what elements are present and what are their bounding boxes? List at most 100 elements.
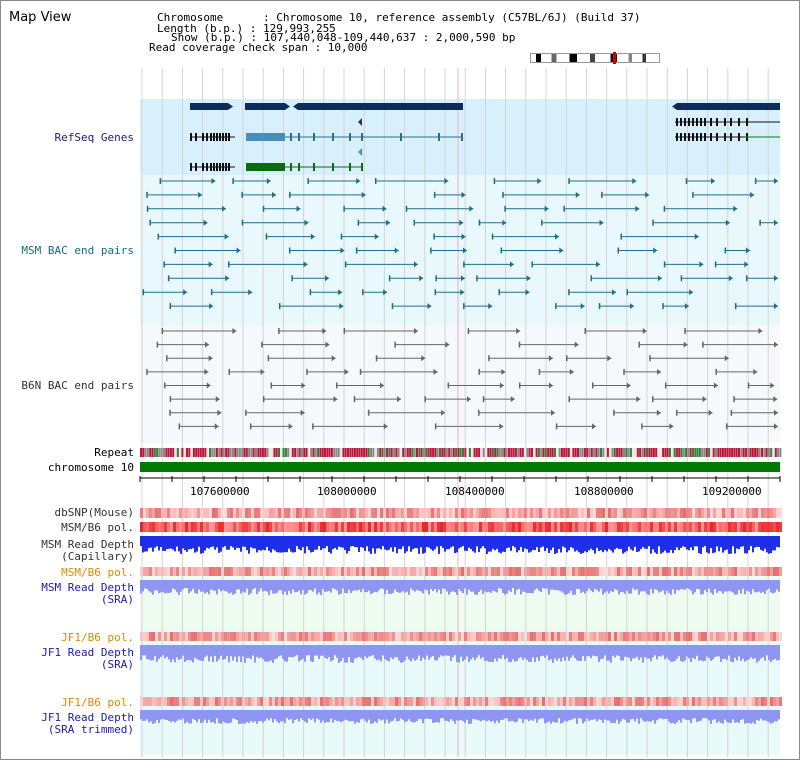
track-label-msm-pol-sra[interactable]: MSM/B6 pol. — [61, 566, 134, 579]
read-depth-bar — [228, 710, 230, 724]
pol-heat-cell — [626, 697, 629, 706]
bac-end-arrow — [325, 341, 330, 348]
pol-heat-cell — [425, 508, 428, 518]
track-label-dbsnp[interactable]: dbSNP(Mouse) — [54, 506, 134, 519]
exon — [210, 133, 212, 141]
pol-heat-cell — [488, 508, 491, 518]
pol-heat-cell — [485, 632, 488, 641]
read-depth-bar — [152, 536, 154, 552]
pol-heat-cell — [656, 697, 659, 706]
bac-end — [142, 289, 145, 296]
bac-end — [652, 219, 654, 226]
pol-heat-cell — [500, 632, 503, 641]
track-label-jf1-pol-1[interactable]: JF1/B6 pol. — [61, 631, 134, 644]
track-label-msm-bac[interactable]: MSM BAC end pairs — [21, 244, 134, 257]
pol-heat-cell — [554, 697, 557, 706]
pol-heat-cell — [353, 522, 356, 532]
read-depth-bar — [304, 710, 306, 722]
exon — [222, 133, 224, 141]
pol-heat-cell — [389, 697, 392, 706]
pol-heat-cell — [371, 632, 374, 641]
read-depth-bar — [342, 710, 344, 722]
pol-heat-cell — [698, 508, 701, 518]
bac-end — [413, 219, 416, 226]
read-depth-bar — [430, 645, 432, 658]
track-label-jf1-pol-2[interactable]: JF1/B6 pol. — [61, 696, 134, 709]
track-label-msm-pol[interactable]: MSM/B6 pol. — [61, 521, 134, 534]
read-depth-bar — [148, 710, 150, 723]
pol-heat-cell — [149, 508, 152, 518]
read-depth-bar — [190, 645, 192, 661]
track-label-b6n-bac[interactable]: B6N BAC end pairs — [21, 379, 134, 392]
repeat-mark — [740, 448, 743, 457]
pol-heat-cell — [551, 522, 554, 532]
repeat-mark — [176, 448, 179, 457]
track-label-jf1-depth-2[interactable]: JF1 Read Depth — [41, 711, 134, 724]
read-depth-bar — [670, 645, 672, 662]
repeat-mark — [657, 448, 660, 457]
read-depth-bar — [188, 580, 190, 594]
pol-heat-cell — [260, 697, 263, 706]
read-depth-bar — [734, 580, 736, 595]
read-depth-bar — [750, 645, 752, 658]
exon — [730, 133, 732, 141]
read-depth-bar — [234, 710, 236, 719]
read-depth-bar — [748, 710, 750, 723]
repeat-mark — [411, 448, 414, 457]
pol-heat-cell — [746, 508, 749, 518]
track-label-repeat[interactable]: Repeat — [94, 446, 134, 459]
read-depth-bar — [222, 710, 224, 722]
exon — [361, 163, 363, 171]
pol-heat-cell — [308, 508, 311, 518]
track-label-msm-depth-cap[interactable]: MSM Read Depth — [41, 538, 134, 551]
pol-heat-cell — [701, 522, 704, 532]
read-depth-bar — [454, 710, 456, 724]
read-depth-bar — [230, 645, 232, 657]
bac-end-arrow — [272, 191, 277, 198]
read-depth-bar — [204, 645, 206, 658]
read-depth-bar — [270, 580, 272, 591]
read-depth-bar — [356, 710, 358, 723]
repeat-mark — [728, 448, 731, 457]
track-label-refseq[interactable]: RefSeq Genes — [54, 131, 134, 144]
repeat-mark — [363, 448, 366, 457]
track-label-chromosome[interactable]: chromosome 10 — [47, 461, 134, 474]
repeat-mark — [754, 448, 757, 457]
repeat-mark — [167, 448, 170, 457]
pol-heat-cell — [371, 522, 374, 532]
pol-heat-cell — [554, 522, 557, 532]
pol-heat-cell — [635, 508, 638, 518]
pol-heat-cell — [536, 508, 539, 518]
read-depth-bar — [400, 536, 402, 550]
read-depth-bar — [590, 710, 592, 720]
read-depth-bar — [624, 536, 626, 553]
read-depth-bar — [410, 580, 412, 589]
read-depth-bar — [274, 536, 276, 551]
pol-heat-cell — [497, 697, 500, 706]
repeat-mark — [381, 448, 384, 457]
pol-heat-cell — [563, 508, 566, 518]
repeat-mark — [503, 448, 506, 457]
pol-heat-cell — [425, 632, 428, 641]
pol-heat-cell — [518, 632, 521, 641]
read-depth-bar — [544, 645, 546, 658]
bac-end-arrow — [574, 341, 579, 348]
pol-heat-cell — [386, 697, 389, 706]
read-depth-bar — [160, 536, 162, 547]
read-depth-bar — [212, 645, 214, 663]
read-depth-bar — [514, 645, 516, 662]
pol-heat-cell — [365, 697, 368, 706]
track-label-msm-depth-sra[interactable]: MSM Read Depth — [41, 581, 134, 594]
repeat-mark — [146, 448, 149, 457]
pol-heat-cell — [248, 697, 251, 706]
pol-heat-cell — [761, 632, 764, 641]
chromosome-ideogram[interactable] — [530, 52, 660, 64]
pol-heat-cell — [362, 697, 365, 706]
bac-end — [249, 423, 252, 430]
read-depth-bar — [416, 710, 418, 721]
read-depth-bar — [224, 536, 226, 547]
bac-end — [684, 328, 686, 334]
pol-heat-cell — [743, 697, 746, 706]
track-label-jf1-depth-1[interactable]: JF1 Read Depth — [41, 646, 134, 659]
